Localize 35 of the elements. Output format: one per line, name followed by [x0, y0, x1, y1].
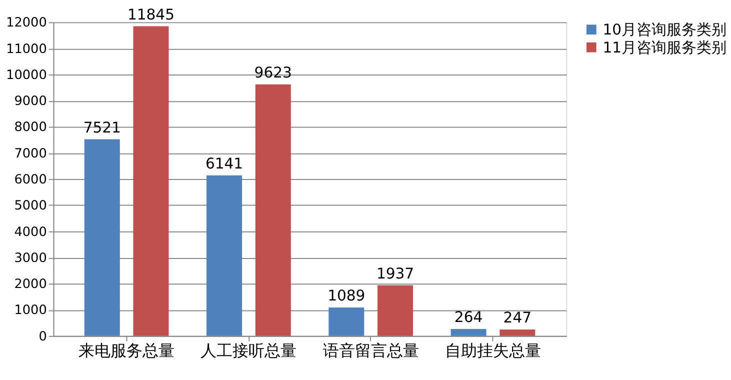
y-tick-label: 7000	[14, 146, 47, 162]
data-label: 9623	[254, 64, 292, 82]
data-label: 7521	[83, 119, 121, 136]
bar	[500, 329, 536, 336]
y-tick-label: 0	[38, 329, 47, 344]
y-tick-label: 4000	[14, 224, 47, 240]
data-label: 1089	[328, 288, 366, 305]
y-tick-label: 8000	[14, 120, 47, 136]
legend-label: 10月咨询服务类别	[602, 22, 727, 39]
y-tick-label: 5000	[14, 198, 47, 214]
bar	[255, 84, 291, 336]
x-tick-label: 语音留言总量	[322, 341, 419, 360]
y-tick-label: 2000	[14, 277, 47, 292]
bar	[133, 26, 169, 336]
bar	[328, 307, 364, 336]
bar	[84, 139, 120, 336]
bar	[378, 285, 414, 336]
data-label: 6141	[205, 155, 244, 172]
data-label: 264	[454, 309, 483, 326]
bar	[450, 329, 486, 336]
y-tick-label: 6000	[14, 172, 47, 188]
x-tick-label: 人工接听总量	[200, 341, 297, 360]
y-tick-label: 10000	[6, 68, 47, 83]
x-tick-label: 自助挂失总量	[444, 341, 541, 360]
x-tick-label: 来电服务总量	[78, 341, 175, 360]
y-tick-label: 12000	[6, 16, 47, 31]
bar	[206, 175, 242, 336]
y-tick-label: 3000	[14, 250, 47, 266]
y-tick-label: 11000	[6, 42, 47, 57]
data-label: 1937	[376, 265, 414, 282]
y-tick-label: 9000	[14, 94, 47, 110]
data-label: 11845	[127, 6, 174, 24]
y-tick-label: 1000	[14, 303, 47, 318]
data-label: 247	[503, 310, 532, 327]
legend-label: 11月咨询服务类别	[602, 39, 727, 56]
